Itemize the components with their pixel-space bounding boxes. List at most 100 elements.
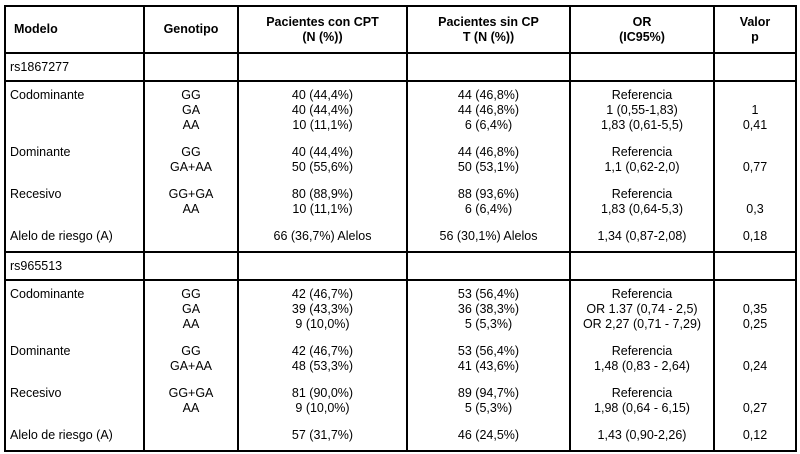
spacer-cell-modelo xyxy=(4,416,145,428)
snp-rs965513-cell-genotipo xyxy=(143,251,239,280)
section1-cell-pacientes-sin-cpt: 88 (93,6%) xyxy=(406,187,571,202)
spacer-cell-pacientes-sin-cpt xyxy=(406,175,571,187)
spacer-cell-pacientes-con-cpt xyxy=(237,374,408,386)
spacer-cell-or-ic95 xyxy=(569,374,715,386)
spacer-cell-pacientes-con-cpt xyxy=(237,217,408,229)
section1-cell-pacientes-sin-cpt: 56 (30,1%) Alelos xyxy=(406,229,571,252)
data-line-row: Alelo de riesgo (A) 66 (36,7%) Alelos 56 (… xyxy=(4,229,797,252)
section3-cell-pacientes-sin-cpt: 36 (38,3%) xyxy=(406,302,571,317)
spacer-cell-valor-p xyxy=(713,332,797,344)
section3-cell-genotipo: GG xyxy=(143,344,239,359)
section1-cell-valor-p: 0,18 xyxy=(713,229,797,252)
genotype-association-table: Modelo Genotipo Pacientes con CPT (N (%)) P… xyxy=(4,5,797,452)
section3-cell-genotipo: AA xyxy=(143,317,239,332)
section1-cell-valor-p xyxy=(713,145,797,160)
data-line-row: GA 40 (44,4%) 44 (46,8%) 1 (0,55-1,83) 1 xyxy=(4,103,797,118)
section1-cell-pacientes-con-cpt: 10 (11,1%) xyxy=(237,202,408,217)
section3-cell-pacientes-con-cpt: 57 (31,7%) xyxy=(237,428,408,451)
section1-cell-genotipo: GA+AA xyxy=(143,160,239,175)
section1-cell-pacientes-con-cpt: 66 (36,7%) Alelos xyxy=(237,229,408,252)
section3-cell-or-ic95: OR 1.37 (0,74 - 2,5) xyxy=(569,302,715,317)
section1-cell-genotipo xyxy=(143,229,239,252)
section1-cell-or-ic95: 1,83 (0,61-5,5) xyxy=(569,118,715,133)
section3-cell-valor-p xyxy=(713,279,797,302)
section3-cell-pacientes-sin-cpt: 46 (24,5%) xyxy=(406,428,571,451)
spacer-cell-pacientes-sin-cpt xyxy=(406,416,571,428)
section1-cell-valor-p xyxy=(713,187,797,202)
spacer-cell-pacientes-sin-cpt xyxy=(406,217,571,229)
snp-rs1867277-cell-or-ic95 xyxy=(569,52,715,81)
data-line-row: GA+AA 48 (53,3%) 41 (43,6%) 1,48 (0,83 - 2,… xyxy=(4,359,797,374)
section3-cell-modelo: Codominante xyxy=(4,279,145,302)
col-header-pacientes-sin-cpt: Pacientes sin CP T (N (%)) xyxy=(406,6,571,54)
section3-cell-or-ic95: 1,98 (0,64 - 6,15) xyxy=(569,401,715,416)
section1-cell-pacientes-sin-cpt: 6 (6,4%) xyxy=(406,202,571,217)
section1-cell-modelo xyxy=(4,160,145,175)
spacer-cell-modelo xyxy=(4,175,145,187)
section1-cell-pacientes-sin-cpt: 50 (53,1%) xyxy=(406,160,571,175)
section1-cell-pacientes-sin-cpt: 44 (46,8%) xyxy=(406,80,571,103)
spacer-cell-or-ic95 xyxy=(569,133,715,145)
section1-cell-or-ic95: Referencia xyxy=(569,80,715,103)
snp-rs1867277-cell-pacientes-sin-cpt xyxy=(406,52,571,81)
data-line-row: GA 39 (43,3%) 36 (38,3%) OR 1.37 (0,74 - 2,… xyxy=(4,302,797,317)
section3-cell-genotipo: AA xyxy=(143,401,239,416)
col-header-valor-p: Valor p xyxy=(713,6,797,54)
spacer-cell-pacientes-con-cpt xyxy=(237,332,408,344)
section1-cell-modelo: Codominante xyxy=(4,80,145,103)
snp-row-rs965513: rs965513 xyxy=(4,251,797,280)
snp-rs1867277-cell-valor-p xyxy=(713,52,797,81)
spacer-cell-pacientes-sin-cpt xyxy=(406,332,571,344)
spacer-cell-genotipo xyxy=(143,175,239,187)
section3-cell-or-ic95: OR 2,27 (0,71 - 7,29) xyxy=(569,317,715,332)
spacer-cell-pacientes-con-cpt xyxy=(237,133,408,145)
section1-cell-pacientes-con-cpt: 50 (55,6%) xyxy=(237,160,408,175)
section1-cell-pacientes-con-cpt: 10 (11,1%) xyxy=(237,118,408,133)
col-header-or-ic95: OR (IC95%) xyxy=(569,6,715,54)
spacer-cell-genotipo xyxy=(143,133,239,145)
section1-cell-or-ic95: Referencia xyxy=(569,187,715,202)
section1-cell-pacientes-sin-cpt: 6 (6,4%) xyxy=(406,118,571,133)
section3-cell-modelo: Alelo de riesgo (A) xyxy=(4,428,145,451)
section3-cell-or-ic95: Referencia xyxy=(569,279,715,302)
section3-cell-modelo xyxy=(4,302,145,317)
section3-cell-pacientes-con-cpt: 48 (53,3%) xyxy=(237,359,408,374)
section1-cell-or-ic95: 1,34 (0,87-2,08) xyxy=(569,229,715,252)
section1-cell-pacientes-sin-cpt: 44 (46,8%) xyxy=(406,103,571,118)
spacer-cell-pacientes-con-cpt xyxy=(237,175,408,187)
spacer-cell-genotipo xyxy=(143,217,239,229)
section3-cell-modelo: Recesivo xyxy=(4,386,145,401)
data-line-row: AA 10 (11,1%) 6 (6,4%) 1,83 (0,64-5,3) 0,3 xyxy=(4,202,797,217)
snp-rs965513-cell-valor-p xyxy=(713,251,797,280)
section3-cell-modelo xyxy=(4,317,145,332)
section3-cell-or-ic95: 1,43 (0,90-2,26) xyxy=(569,428,715,451)
section3-cell-modelo xyxy=(4,359,145,374)
spacer-row xyxy=(4,416,797,428)
spacer-cell-or-ic95 xyxy=(569,416,715,428)
data-line-row: Alelo de riesgo (A) 57 (31,7%) 46 (24,5%) 1… xyxy=(4,428,797,451)
section1-cell-valor-p: 0,77 xyxy=(713,160,797,175)
section1-cell-modelo: Dominante xyxy=(4,145,145,160)
data-line-row: GA+AA 50 (55,6%) 50 (53,1%) 1,1 (0,62-2,0) 0… xyxy=(4,160,797,175)
spacer-cell-or-ic95 xyxy=(569,175,715,187)
snp-rs965513-cell-pacientes-sin-cpt xyxy=(406,251,571,280)
section3-cell-pacientes-con-cpt: 42 (46,7%) xyxy=(237,279,408,302)
section1-cell-pacientes-con-cpt: 40 (44,4%) xyxy=(237,80,408,103)
spacer-cell-modelo xyxy=(4,332,145,344)
section3-cell-pacientes-sin-cpt: 53 (56,4%) xyxy=(406,344,571,359)
section3-cell-genotipo: GG xyxy=(143,279,239,302)
snp-rs965513-cell-modelo: rs965513 xyxy=(4,251,145,280)
section1-cell-genotipo: GG xyxy=(143,80,239,103)
data-line-row: AA 9 (10,0%) 5 (5,3%) 1,98 (0,64 - 6,15) 0,2… xyxy=(4,401,797,416)
section1-cell-modelo: Recesivo xyxy=(4,187,145,202)
spacer-row xyxy=(4,374,797,386)
data-line-row: Recesivo GG+GA 80 (88,9%) 88 (93,6%) Referen… xyxy=(4,187,797,202)
section3-cell-genotipo: GA xyxy=(143,302,239,317)
section1-cell-or-ic95: Referencia xyxy=(569,145,715,160)
header-row: Modelo Genotipo Pacientes con CPT (N (%)) P… xyxy=(4,6,797,54)
spacer-cell-pacientes-con-cpt xyxy=(237,416,408,428)
section3-cell-pacientes-sin-cpt: 53 (56,4%) xyxy=(406,279,571,302)
section1-cell-valor-p: 1 xyxy=(713,103,797,118)
section3-cell-pacientes-sin-cpt: 41 (43,6%) xyxy=(406,359,571,374)
data-line-row: Recesivo GG+GA 81 (90,0%) 89 (94,7%) Referen… xyxy=(4,386,797,401)
